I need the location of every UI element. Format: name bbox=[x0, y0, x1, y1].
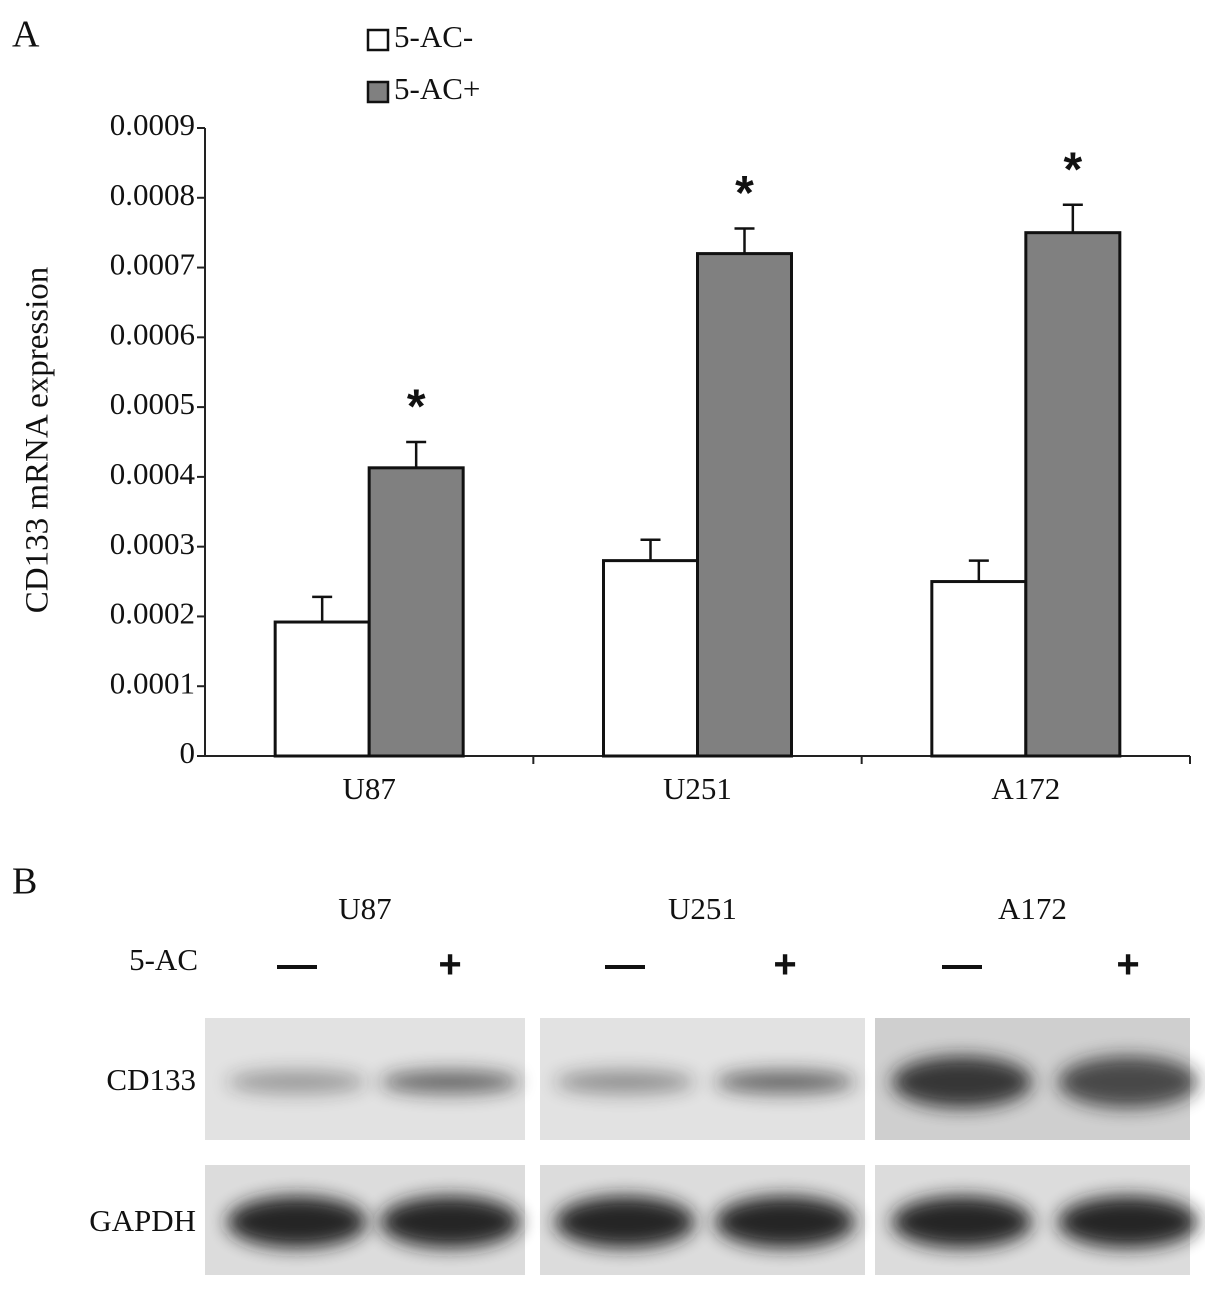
legend-label: 5-AC- bbox=[394, 19, 473, 54]
legend-label: 5-AC+ bbox=[394, 71, 480, 106]
lane-sign: + bbox=[1116, 943, 1139, 987]
bar bbox=[1024, 231, 1122, 758]
lane-sign: — bbox=[605, 943, 645, 987]
panel-label: A bbox=[12, 14, 40, 56]
bar bbox=[367, 466, 465, 758]
error-bar bbox=[734, 227, 755, 254]
blot-band bbox=[1058, 1056, 1198, 1108]
x-tick-label: A172 bbox=[991, 771, 1060, 806]
legend-swatch bbox=[366, 80, 390, 104]
blot-band bbox=[555, 1196, 695, 1248]
y-tick-label: 0.0004 bbox=[110, 456, 196, 491]
blot-row-label: GAPDH bbox=[89, 1203, 196, 1238]
panel-label: B bbox=[12, 861, 37, 903]
blot-band bbox=[227, 1196, 367, 1248]
blot-band bbox=[555, 1070, 695, 1094]
y-tick-label: 0.0007 bbox=[110, 247, 195, 282]
blot-group-label: U87 bbox=[338, 891, 391, 926]
blot-group-label: A172 bbox=[998, 891, 1067, 926]
blot-band bbox=[227, 1070, 367, 1094]
blot-band bbox=[715, 1196, 855, 1248]
error-bar bbox=[640, 538, 661, 561]
y-tick-label: 0.0002 bbox=[110, 596, 195, 631]
y-tick-label: 0.0006 bbox=[110, 316, 195, 351]
lane-sign: + bbox=[438, 943, 461, 987]
significance-mark: * bbox=[407, 381, 426, 434]
bar bbox=[930, 580, 1028, 758]
lane-sign: — bbox=[277, 943, 317, 987]
blot-group-label: U251 bbox=[668, 891, 737, 926]
error-bar bbox=[406, 440, 427, 468]
bar bbox=[602, 559, 699, 758]
blot-band bbox=[892, 1056, 1032, 1108]
error-bar bbox=[968, 559, 989, 582]
blot-band bbox=[892, 1196, 1032, 1248]
bar bbox=[273, 620, 371, 758]
lane-sign: — bbox=[942, 943, 982, 987]
lane-sign: + bbox=[773, 943, 796, 987]
treatment-label: 5-AC bbox=[129, 942, 198, 977]
y-tick-label: 0 bbox=[180, 735, 196, 770]
error-bar bbox=[1062, 203, 1083, 233]
x-tick-label: U251 bbox=[663, 771, 732, 806]
blot-band bbox=[715, 1070, 855, 1094]
blot-band bbox=[1058, 1196, 1198, 1248]
blot-band bbox=[380, 1196, 520, 1248]
y-tick-label: 0.0008 bbox=[110, 177, 195, 212]
y-tick-label: 0.0001 bbox=[110, 665, 195, 700]
x-tick-label: U87 bbox=[342, 771, 395, 806]
legend-swatch bbox=[366, 28, 390, 52]
significance-mark: * bbox=[1063, 143, 1082, 196]
y-tick-label: 0.0005 bbox=[110, 386, 195, 421]
significance-mark: * bbox=[735, 167, 754, 220]
error-bar bbox=[312, 595, 333, 623]
blot-band bbox=[380, 1070, 520, 1094]
blot-row-label: CD133 bbox=[106, 1062, 196, 1097]
y-axis-title: CD133 mRNA expression bbox=[20, 267, 56, 614]
y-tick-label: 0.0003 bbox=[110, 526, 195, 561]
bar bbox=[696, 252, 793, 758]
y-tick-label: 0.0009 bbox=[110, 107, 195, 142]
